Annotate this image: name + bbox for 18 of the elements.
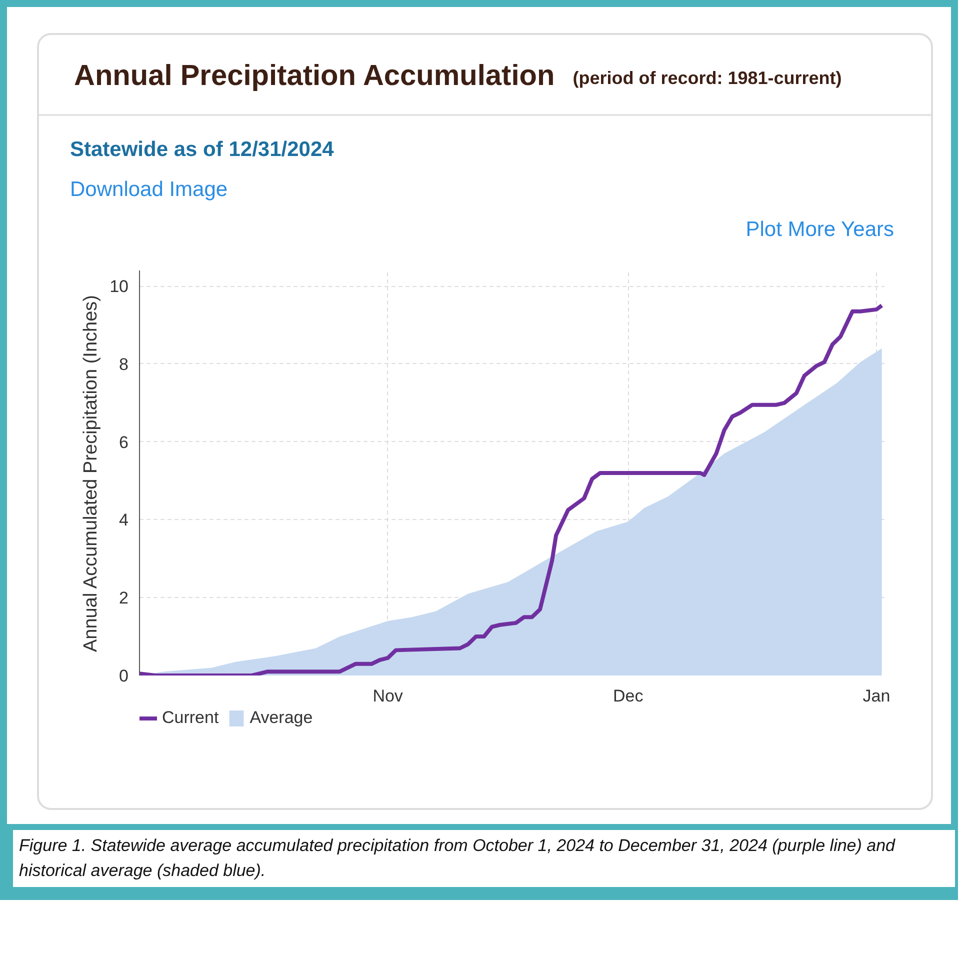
x-tick-label: Jan — [862, 686, 890, 706]
y-tick-label: 4 — [119, 511, 129, 530]
caption: Figure 1. Statewide average accumulated precipitation from October 1, 2024 to December 31, 2024 (purple line) and historical average (shaded blue). — [19, 835, 896, 882]
text: Plot More Years — [746, 217, 894, 244]
text: Statewide as of 12/31/2024 — [70, 137, 334, 164]
y-tick-label: 2 — [119, 589, 129, 608]
y-tick-label: 0 — [119, 666, 129, 686]
y-tick-label: 10 — [110, 278, 129, 296]
x-tick-label: Dec — [613, 686, 644, 706]
y-tick-label: 6 — [119, 433, 129, 452]
y-tick-label: 8 — [119, 355, 129, 374]
x-tick-label: Nov — [372, 686, 404, 706]
text: Download Image — [70, 177, 228, 204]
y-axis-title: Annual Accumulated Precipitation (Inches) — [80, 295, 102, 652]
chart-subtitle: (period of record: 1981-current) — [572, 67, 842, 90]
legend-label: Average — [250, 708, 313, 728]
legend-label: Current — [162, 708, 219, 728]
chart-title: Annual Precipitation Accumulation — [74, 59, 555, 94]
